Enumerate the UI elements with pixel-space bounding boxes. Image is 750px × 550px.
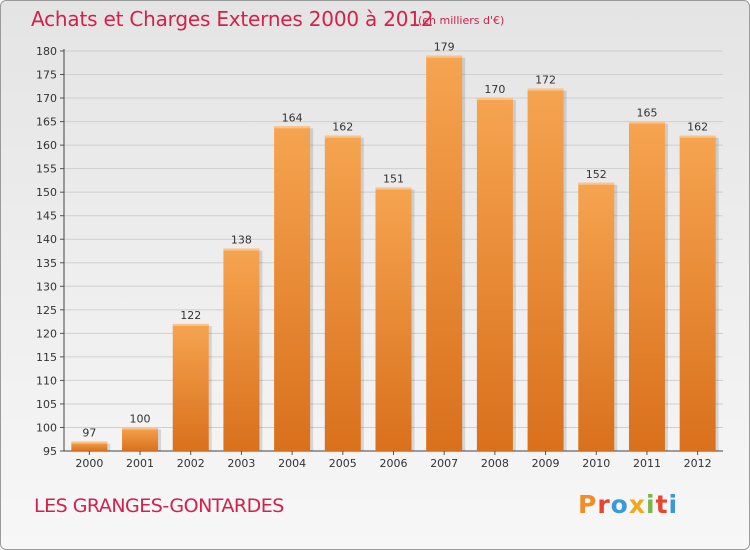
y-tick-label: 165	[36, 116, 57, 129]
data-labels: 97 100 122 138 164 162 151 179 170 172 152 165 162	[82, 41, 708, 440]
y-tick-label: 145	[36, 210, 57, 223]
x-tick-label: 2011	[633, 457, 661, 470]
bar-2010	[578, 182, 615, 451]
chart-title: Achats et Charges Externes 2000 à 2012	[31, 7, 434, 31]
bar-2011	[628, 121, 665, 452]
y-tick-label: 155	[36, 163, 57, 176]
logo-letter: i	[668, 490, 679, 519]
data-label: 100	[130, 412, 151, 425]
data-label: 151	[383, 172, 404, 185]
x-tick-label: 2001	[126, 457, 154, 470]
bar-highlight	[476, 98, 513, 101]
x-tick-label: 2002	[177, 457, 205, 470]
data-label: 162	[687, 121, 708, 134]
y-tick-label: 130	[36, 280, 57, 293]
bar-2012	[679, 135, 716, 452]
bars	[71, 55, 719, 452]
data-label: 170	[484, 83, 505, 96]
bar-2009	[527, 88, 564, 451]
y-tick-label: 110	[36, 374, 57, 387]
x-tick-labels: 2000 2001 2002 2003 2004 2005 2006 2007 2008 2009…	[75, 451, 712, 470]
bar-2005	[324, 135, 361, 452]
x-tick-label: 2009	[532, 457, 560, 470]
logo-letter: o	[610, 490, 629, 519]
logo-letter: x	[628, 490, 646, 519]
data-label: 164	[282, 111, 303, 124]
y-tick-label: 175	[36, 69, 57, 82]
commune-name: LES GRANGES-GONTARDES	[34, 495, 284, 517]
x-tick-label: 2006	[380, 457, 408, 470]
y-tick-label: 170	[36, 92, 57, 105]
data-label: 152	[586, 168, 607, 181]
y-tick-labels: 95 100 105 110 115 120 125 130 135 140 145 150 155 16…	[36, 45, 57, 458]
bar-2000	[71, 441, 108, 451]
x-tick-label: 2008	[481, 457, 509, 470]
x-tick-label: 2007	[430, 457, 458, 470]
data-label: 179	[434, 41, 455, 54]
logo-letter: r	[597, 490, 611, 519]
data-label: 138	[231, 234, 252, 247]
y-tick-label: 125	[36, 304, 57, 317]
data-label: 97	[82, 427, 96, 440]
bar-highlight	[274, 126, 311, 129]
bar-highlight	[679, 135, 716, 138]
bar-highlight	[578, 182, 615, 185]
unit-note: (en milliers d'€)	[418, 14, 505, 27]
bar-2004	[274, 126, 311, 451]
y-tick-label: 180	[36, 45, 57, 58]
bar-2002	[172, 323, 209, 451]
y-tick-label: 140	[36, 233, 57, 246]
bar-highlight	[122, 427, 159, 430]
logo-letter: P	[578, 490, 598, 519]
data-label: 165	[636, 107, 657, 120]
y-tick-label: 160	[36, 139, 57, 152]
data-label: 172	[535, 74, 556, 87]
bar-highlight	[223, 248, 260, 251]
y-tick-label: 115	[36, 351, 57, 364]
bar-highlight	[172, 323, 209, 326]
bar-highlight	[527, 88, 564, 91]
y-tick-label: 135	[36, 257, 57, 270]
logo-letter: t	[655, 490, 669, 519]
y-tick-label: 120	[36, 327, 57, 340]
x-tick-label: 2000	[75, 457, 103, 470]
bar-2003	[223, 248, 260, 451]
bar-2008	[476, 98, 513, 451]
data-label: 162	[332, 121, 353, 134]
y-tick-label: 105	[36, 398, 57, 411]
x-tick-label: 2004	[278, 457, 306, 470]
bar-highlight	[628, 121, 665, 124]
x-tick-label: 2003	[227, 457, 255, 470]
bar-highlight	[324, 135, 361, 138]
x-tick-label: 2012	[684, 457, 712, 470]
bar-highlight	[375, 187, 412, 190]
bar-highlight	[71, 441, 108, 444]
y-tick-label: 100	[36, 421, 57, 434]
x-tick-label: 2010	[582, 457, 610, 470]
y-tick-label: 150	[36, 186, 57, 199]
logo-letter: i	[646, 490, 656, 519]
data-label: 122	[180, 309, 201, 322]
bar-2006	[375, 187, 412, 451]
proxiti-logo: Proxiti	[578, 490, 678, 519]
bar-2001	[122, 427, 159, 451]
y-tick-label: 95	[43, 445, 57, 458]
bar-highlight	[426, 55, 463, 58]
x-tick-label: 2005	[329, 457, 357, 470]
bar-2007	[426, 55, 463, 452]
